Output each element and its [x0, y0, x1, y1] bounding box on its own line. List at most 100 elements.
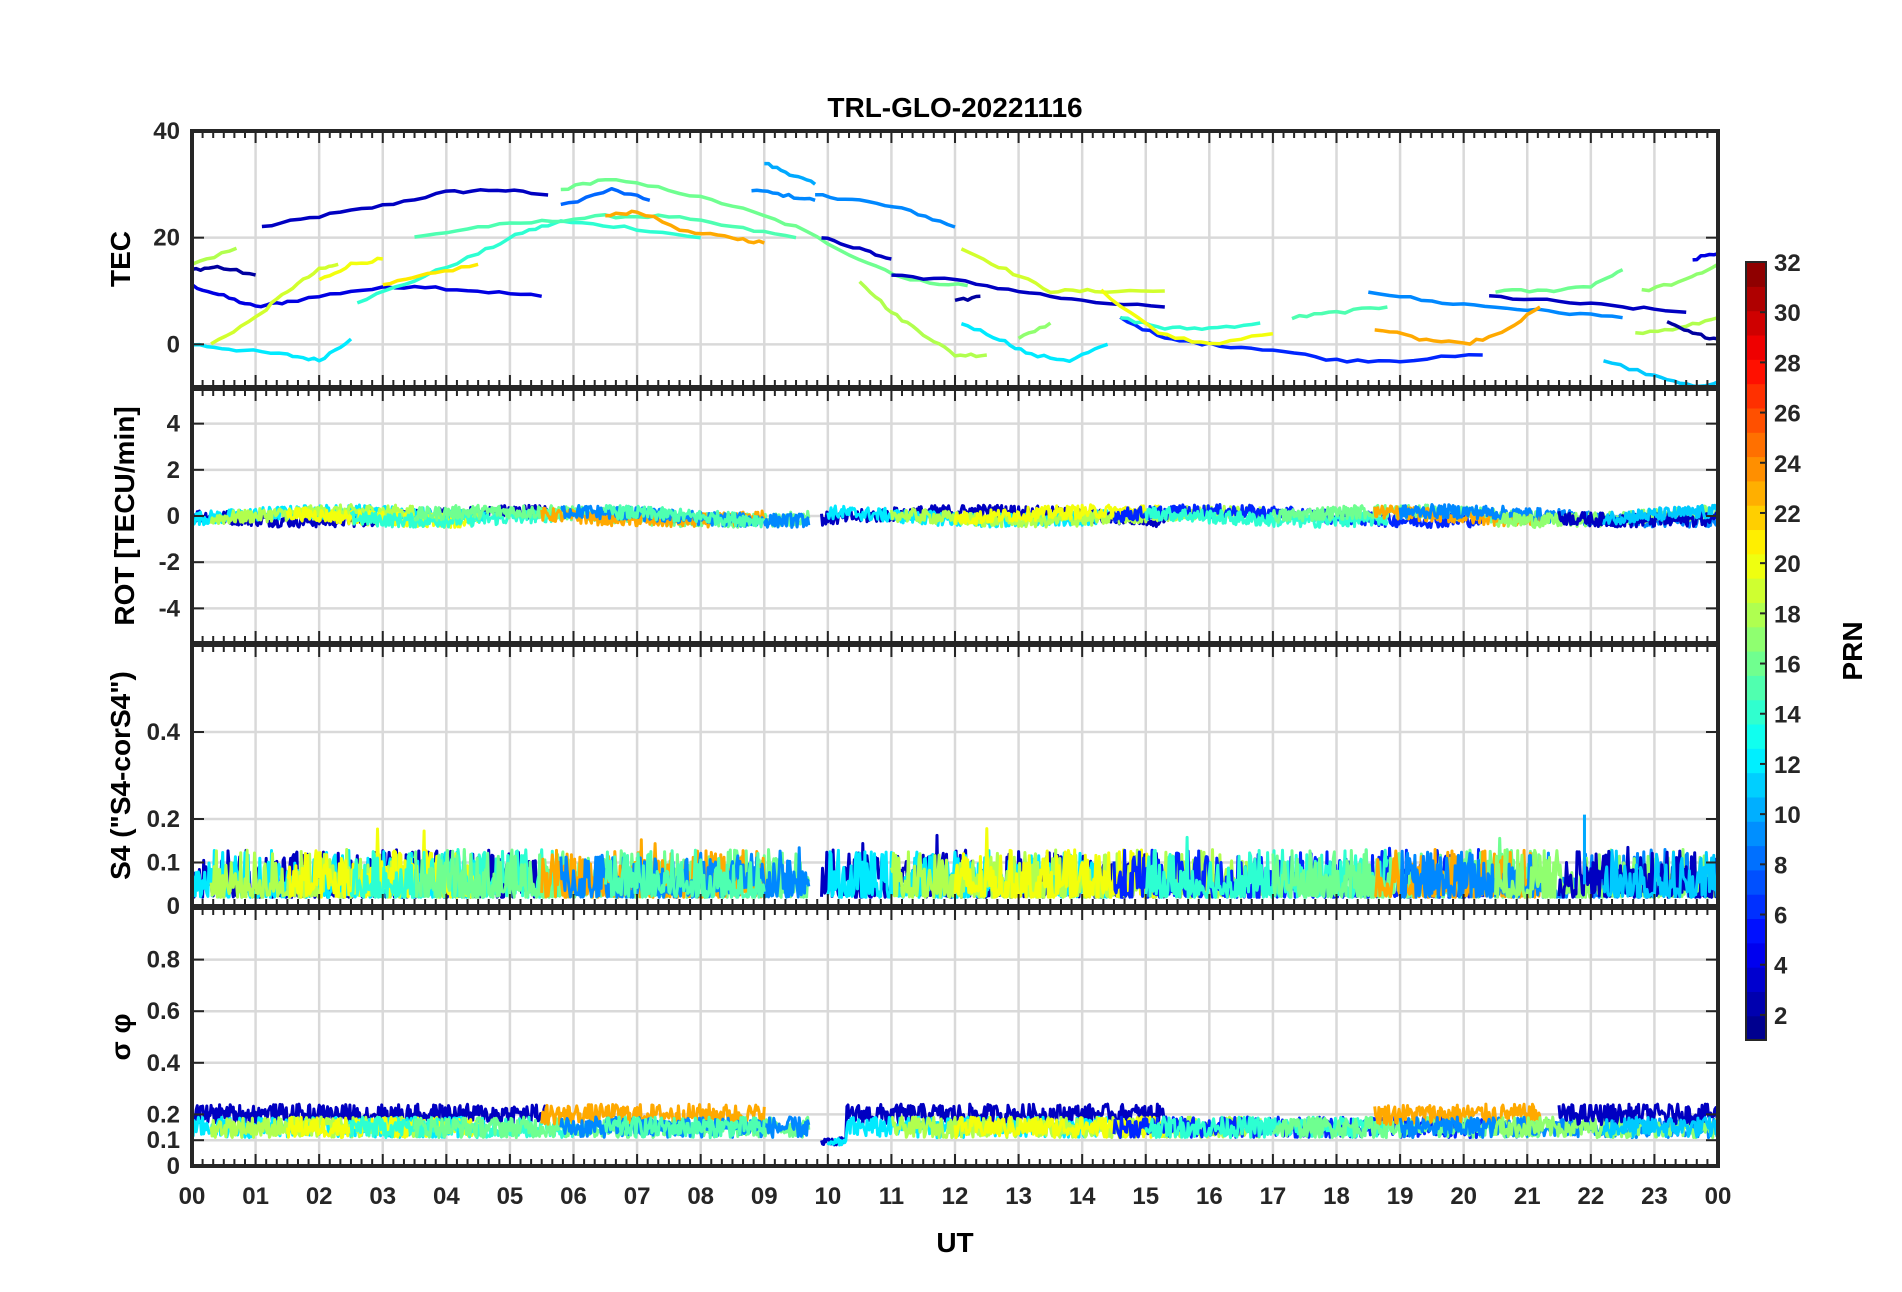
- x-tick-label: 11: [879, 1183, 904, 1210]
- colorbar-segment: [1746, 845, 1766, 871]
- tec-series-prn-17: [1017, 321, 1052, 340]
- tec-series-prn-9: [1368, 290, 1623, 320]
- x-tick-label: 00: [179, 1183, 206, 1210]
- colorbar-segment: [1746, 286, 1766, 312]
- y-tick-label: 4: [167, 411, 181, 438]
- panel-sigma_phi: 00.10.2 0.4 0.6 0.8 σ φ: [105, 906, 1720, 1180]
- x-tick-label: 08: [687, 1183, 714, 1210]
- colorbar-tick-label: 18: [1774, 601, 1801, 628]
- y-tick-label: -2: [159, 549, 180, 576]
- x-tick-label: 06: [560, 1183, 587, 1210]
- colorbar-segment: [1746, 772, 1766, 798]
- data-layer-s4: [192, 814, 1718, 899]
- tec-series-prn-11: [1603, 359, 1718, 387]
- x-tick-label: 16: [1196, 1183, 1223, 1210]
- tec-series-prn-17: [1641, 262, 1718, 293]
- y-tick-label: 0: [167, 1153, 180, 1180]
- tec-series-prn-3: [891, 273, 1165, 309]
- s4-series-prn-15: [603, 848, 766, 899]
- x-tick-label: 10: [814, 1183, 841, 1210]
- tec-series-prn-2: [192, 264, 256, 277]
- data-layer-rot: [192, 503, 1718, 529]
- sigma_phi-series-prn-11: [1602, 1115, 1718, 1139]
- x-tick-label: 12: [942, 1183, 969, 1210]
- tec-series-prn-4: [192, 283, 543, 309]
- colorbar-segment: [1746, 821, 1766, 847]
- colorbar-segment: [1746, 991, 1766, 1017]
- colorbar-tick-label: 20: [1774, 551, 1801, 578]
- y-tick-label: 0.4: [147, 1050, 181, 1077]
- rot-series-prn-15: [603, 504, 766, 529]
- x-tick-label: 17: [1260, 1183, 1287, 1210]
- colorbar-segment: [1746, 699, 1766, 725]
- x-tick-label: 01: [242, 1183, 269, 1210]
- y-axis-label-tec: TEC: [105, 231, 136, 287]
- colorbar-segment: [1746, 529, 1766, 555]
- tec-series-prn-12: [960, 322, 1109, 364]
- tec-series-prn-21: [382, 262, 479, 287]
- colorbar-tick-label: 12: [1774, 752, 1801, 779]
- x-tick-label: 00: [1705, 1183, 1732, 1210]
- tec-series-prn-15: [1291, 305, 1388, 321]
- colorbar-segment: [1746, 334, 1766, 360]
- y-tick-label: 2: [167, 457, 180, 484]
- colorbar-segment: [1746, 456, 1766, 482]
- y-tick-label: 0: [167, 331, 180, 358]
- tec-series-prn-3: [821, 236, 892, 261]
- sigma_phi-series-prn-23: [540, 1102, 766, 1127]
- tec-series-prn-20: [1099, 288, 1274, 346]
- colorbar-segment: [1746, 967, 1766, 992]
- y-tick-label: 0.2: [147, 1101, 180, 1128]
- colorbar-tick-label: 22: [1774, 501, 1801, 528]
- colorbar-segment: [1746, 578, 1766, 603]
- colorbar-segment: [1746, 602, 1766, 628]
- sigma_phi-series-prn-9: [559, 1115, 811, 1139]
- y-tick-label: 0.1: [147, 1127, 180, 1154]
- tec-series-prn-2: [1666, 320, 1718, 341]
- colorbar-tick-label: 10: [1774, 802, 1801, 829]
- y-tick-label: 0.8: [147, 947, 180, 974]
- y-tick-label: 20: [153, 225, 180, 252]
- tec-series-prn-12: [192, 337, 353, 363]
- x-axis-label: UT: [936, 1227, 973, 1258]
- x-tick-label: 20: [1450, 1183, 1477, 1210]
- colorbar-tick-label: 6: [1774, 903, 1787, 930]
- colorbar-frame: [1745, 261, 1767, 1041]
- s4-series-prn-11: [1602, 849, 1718, 899]
- colorbar-segment: [1746, 748, 1766, 774]
- panel-s4: 0 0.1 0.2 0.4 S4 ("S4-corS4"): [105, 643, 1720, 920]
- x-tick-label: 04: [433, 1183, 460, 1210]
- colorbar-label: PRN: [1837, 621, 1868, 680]
- y-tick-label: -4: [159, 595, 181, 622]
- tec-series-prn-19: [960, 247, 1165, 295]
- colorbar-segment: [1746, 918, 1766, 944]
- tec-series-prn-3: [1488, 293, 1687, 315]
- colorbar-segment: [1746, 383, 1766, 409]
- tec-series-prn-16: [560, 177, 969, 288]
- y-tick-label: 0: [167, 503, 180, 530]
- sigma_phi-series-prn-3: [1557, 1102, 1718, 1127]
- data-layer-sigma_phi: [192, 1102, 1718, 1147]
- x-tick-label: 13: [1005, 1183, 1032, 1210]
- rot-series-prn-11: [1602, 503, 1718, 526]
- tec-series-prn-20: [318, 256, 383, 282]
- tec-series-prn-18: [192, 246, 238, 266]
- x-tick-label: 05: [497, 1183, 524, 1210]
- tec-series-prn-6: [1119, 315, 1483, 364]
- tec-series-prn-16: [1495, 268, 1624, 294]
- tec-series-prn-18: [858, 280, 988, 359]
- x-tick-label: 02: [306, 1183, 333, 1210]
- y-axis-label-s4: S4 ("S4-corS4"): [105, 671, 136, 880]
- tec-series-prn-19: [210, 262, 339, 346]
- colorbar-tick-label: 14: [1774, 702, 1801, 729]
- colorbar-tick-label: 28: [1774, 350, 1801, 377]
- panel-rot: -4 -2 0 2 4 ROT [TECU/min]: [109, 387, 1720, 645]
- colorbar-segment: [1746, 480, 1766, 506]
- tec-series-prn-2: [954, 294, 981, 303]
- colorbar-segment: [1746, 796, 1766, 822]
- sigma_phi-series-prn-15: [603, 1115, 766, 1140]
- y-tick-label: 0.4: [147, 719, 181, 746]
- colorbar-tick-label: 26: [1774, 401, 1801, 428]
- colorbar-segment: [1746, 432, 1766, 458]
